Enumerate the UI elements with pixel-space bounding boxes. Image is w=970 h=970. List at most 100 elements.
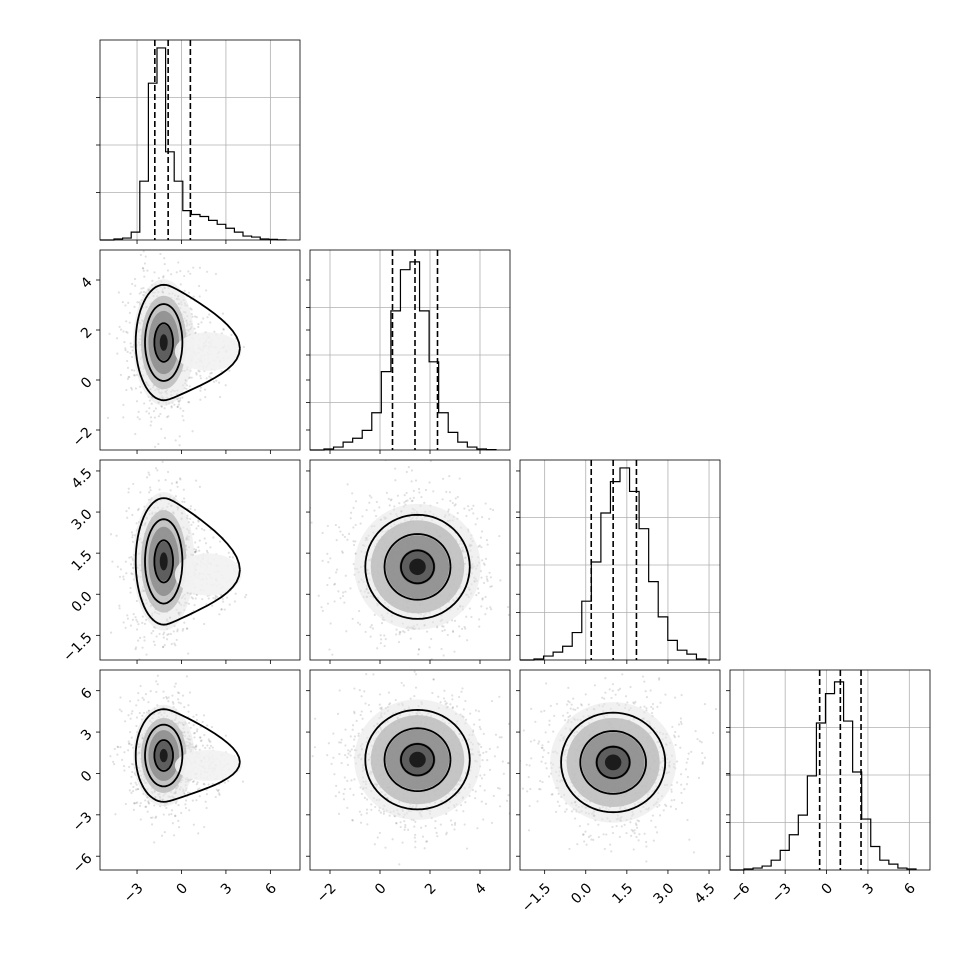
scatter-point — [195, 373, 198, 376]
scatter-point — [201, 597, 204, 601]
scatter-point — [479, 536, 482, 539]
scatter-point — [201, 744, 204, 747]
scatter-point — [129, 700, 132, 703]
scatter-point — [500, 736, 503, 739]
scatter-point — [177, 803, 180, 807]
scatter-point — [126, 377, 130, 381]
tail-shading — [174, 750, 242, 781]
scatter-point — [352, 543, 356, 547]
scatter-point — [193, 327, 196, 330]
density-level-4 — [159, 334, 168, 351]
scatter-point — [349, 587, 352, 590]
scatter-point — [352, 526, 355, 529]
scatter-point — [132, 808, 135, 811]
scatter-point — [163, 257, 166, 260]
scatter-point — [171, 700, 174, 704]
scatter-point — [186, 242, 188, 244]
scatter-point — [334, 523, 337, 527]
contour-0 — [153, 739, 174, 772]
scatter-point — [483, 563, 486, 566]
scatter-point — [190, 247, 192, 249]
scatter-point — [166, 269, 170, 272]
scatter-point — [234, 592, 237, 595]
scatter-point — [223, 608, 226, 611]
scatter-point — [321, 609, 324, 612]
scatter-point — [353, 738, 356, 741]
scatter-point — [383, 634, 386, 637]
scatter-point — [388, 504, 391, 507]
scatter-point — [147, 801, 150, 804]
scatter-point — [358, 609, 361, 613]
scatter-point — [194, 479, 198, 482]
scatter-point — [191, 799, 194, 802]
scatter-point — [490, 821, 494, 825]
scatter-point — [130, 386, 133, 389]
scatter-point — [198, 787, 201, 790]
scatter-point — [153, 841, 156, 844]
scatter-point — [118, 604, 121, 607]
scatter-point — [133, 802, 136, 805]
scatter-point — [175, 638, 178, 642]
scatter-point — [369, 635, 372, 638]
scatter-point — [227, 551, 230, 554]
scatter-point — [369, 625, 372, 629]
scatter-point — [398, 633, 401, 636]
scatter-point — [206, 551, 209, 554]
scatter-point — [194, 550, 197, 554]
scatter-point — [178, 691, 181, 695]
scatter-point — [341, 594, 345, 598]
scatter-point — [160, 427, 163, 431]
scatter-point — [129, 351, 132, 355]
scatter-point — [379, 634, 382, 637]
scatter-point — [354, 523, 357, 527]
scatter-point — [444, 703, 447, 706]
scatter-point — [370, 624, 373, 627]
scatter-point — [150, 823, 154, 826]
scatter-point — [512, 679, 514, 681]
scatter-point — [326, 524, 329, 528]
scatter-point — [195, 744, 198, 747]
scatter-point — [214, 594, 217, 597]
scatter-point — [127, 507, 131, 510]
scatter-point — [196, 781, 199, 784]
hist-frame-0 — [99, 39, 301, 241]
scatter-point — [109, 755, 112, 758]
scatter-point — [183, 497, 186, 500]
scatter-point — [194, 541, 197, 544]
scatter-point — [205, 793, 208, 796]
scatter-point — [162, 696, 165, 700]
scatter-point — [135, 522, 138, 525]
scatter-point — [138, 711, 141, 715]
scatter-point — [130, 736, 133, 739]
scatter-point — [154, 407, 157, 410]
scatter-point — [220, 370, 223, 373]
contour-2 — [134, 708, 241, 803]
scatter-point — [218, 613, 221, 616]
scatter-point — [207, 597, 210, 600]
scatter-point — [199, 739, 202, 743]
scatter-point — [361, 717, 364, 720]
scatter-point — [430, 637, 433, 641]
scatter-point — [179, 283, 182, 286]
scatter-point — [224, 734, 227, 737]
scatter-point — [193, 508, 197, 511]
scatter-point — [214, 596, 217, 599]
scatter-point — [445, 490, 448, 493]
scatter-point — [488, 571, 491, 574]
scatter-point — [215, 379, 218, 382]
scatter-point — [507, 722, 510, 725]
scatter-point — [418, 491, 421, 494]
scatter-point — [146, 269, 149, 272]
scatter-point — [204, 746, 207, 750]
scatter-point — [167, 415, 170, 418]
scatter-point — [155, 690, 158, 694]
scatter-point — [176, 698, 180, 701]
scatter-point — [122, 403, 125, 406]
scatter-point — [176, 628, 179, 631]
scatter-point — [441, 498, 444, 501]
scatter-point — [380, 622, 384, 625]
scatter-point — [134, 284, 137, 287]
scatter-point — [181, 694, 185, 697]
scatter-point — [186, 791, 190, 794]
